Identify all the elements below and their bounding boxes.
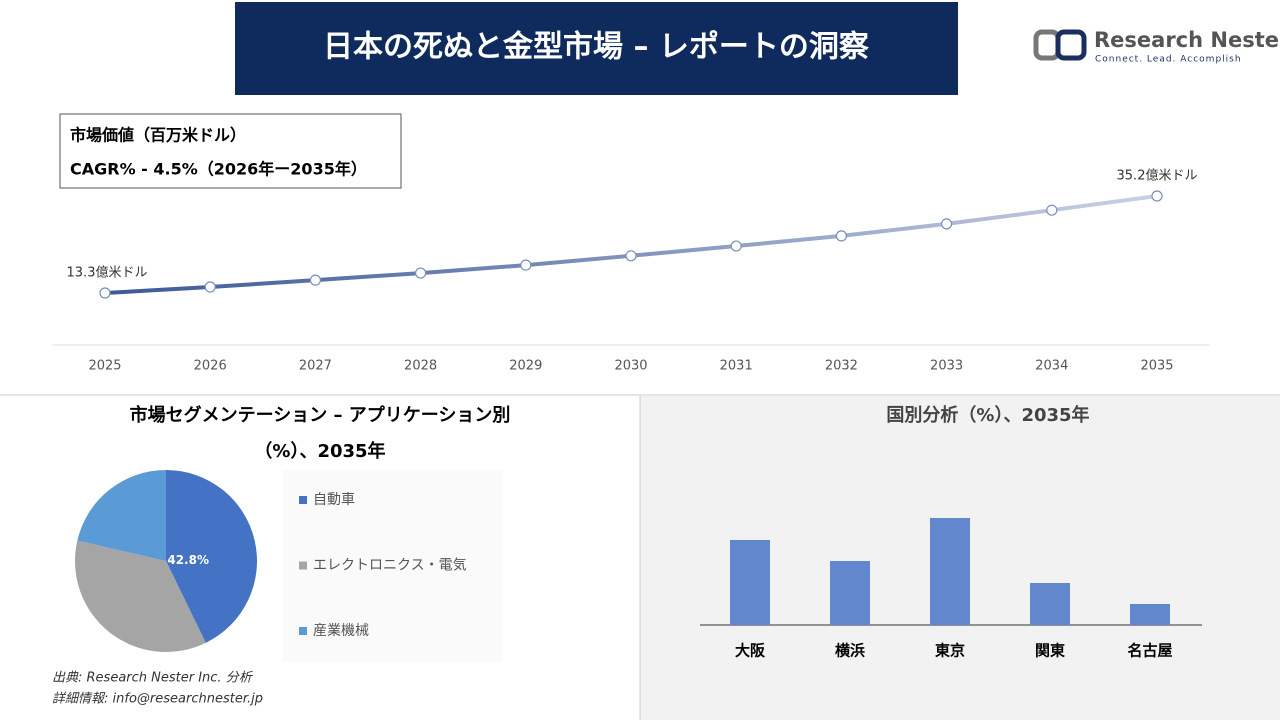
point xyxy=(415,267,427,279)
x-tick-label: 2030 xyxy=(614,359,647,374)
x-tick-label: 2033 xyxy=(930,359,963,374)
point xyxy=(204,281,216,293)
legend-label: エレクトロニクス・電気 xyxy=(313,558,467,574)
bar xyxy=(830,561,870,625)
bar xyxy=(930,518,970,625)
x-tick-label: 2035 xyxy=(1140,359,1173,374)
legend-marker xyxy=(299,496,307,504)
bar xyxy=(1030,583,1070,625)
x-tick-label: 2026 xyxy=(194,359,227,374)
pie-slice xyxy=(166,470,257,643)
legend-label: 産業機械 xyxy=(313,623,369,639)
line-subtitle: CAGR% - 4.5%（2026年ー2035年） xyxy=(70,160,367,179)
value-label: 42.8% xyxy=(167,553,209,567)
logo-name: Research Nester xyxy=(1094,28,1280,52)
line xyxy=(104,194,1158,295)
bar xyxy=(1130,604,1170,625)
point xyxy=(1151,190,1163,202)
point xyxy=(730,240,742,252)
logo: Research Nester Connect. Lead. Accomplis… xyxy=(1033,28,1280,65)
point xyxy=(625,250,637,262)
point xyxy=(940,218,953,230)
point xyxy=(1046,204,1058,216)
x-tick-label: 大阪 xyxy=(735,642,766,660)
x-tick-label: 2027 xyxy=(299,359,332,374)
bar-title: 国別分析（%）、2035年 xyxy=(886,404,1089,426)
value-label: 35.2億米ドル xyxy=(1117,168,1198,184)
legend-box xyxy=(283,470,502,662)
legend-marker xyxy=(299,561,307,570)
header-bg xyxy=(235,2,958,95)
pie-title: 市場セグメンテーション – アプリケーション別 xyxy=(130,404,511,426)
logo-icon xyxy=(1055,29,1087,61)
info-box xyxy=(59,113,402,189)
bar xyxy=(730,540,770,625)
point xyxy=(309,274,321,286)
x-tick-label: 関東 xyxy=(1035,642,1065,660)
line-title: 市場価値（百万米ドル） xyxy=(70,126,246,145)
source: 出典: Research Nester Inc. 分析 xyxy=(52,671,254,686)
pie-slice xyxy=(75,540,206,652)
point xyxy=(99,287,111,299)
x-tick-label: 2031 xyxy=(720,359,753,374)
header-title: 日本の死ぬと金型市場 – レポートの洞察 xyxy=(323,30,870,65)
point xyxy=(835,230,848,242)
x-tick-label: 2029 xyxy=(509,359,542,374)
x-tick-label: 2034 xyxy=(1035,359,1068,374)
x-tick-label: 2025 xyxy=(88,359,121,374)
x-tick-label: 横浜 xyxy=(835,642,865,660)
x-tick-label: 2032 xyxy=(825,359,858,374)
contact: 詳細情報: info@researchnester.jp xyxy=(52,692,263,707)
pie-subtitle: （%）、2035年 xyxy=(254,440,385,462)
pie-slice xyxy=(77,470,166,561)
legend-label: 自動車 xyxy=(313,491,355,508)
x-tick-label: 東京 xyxy=(935,642,965,660)
logo-icon xyxy=(1033,29,1061,61)
logo-tagline: Connect. Lead. Accomplish xyxy=(1095,55,1242,65)
x-tick-label: 2028 xyxy=(404,359,437,374)
point xyxy=(520,259,532,271)
legend-marker xyxy=(299,627,307,635)
value-label: 13.3億米ドル xyxy=(67,265,148,281)
x-tick-label: 名古屋 xyxy=(1127,642,1172,660)
